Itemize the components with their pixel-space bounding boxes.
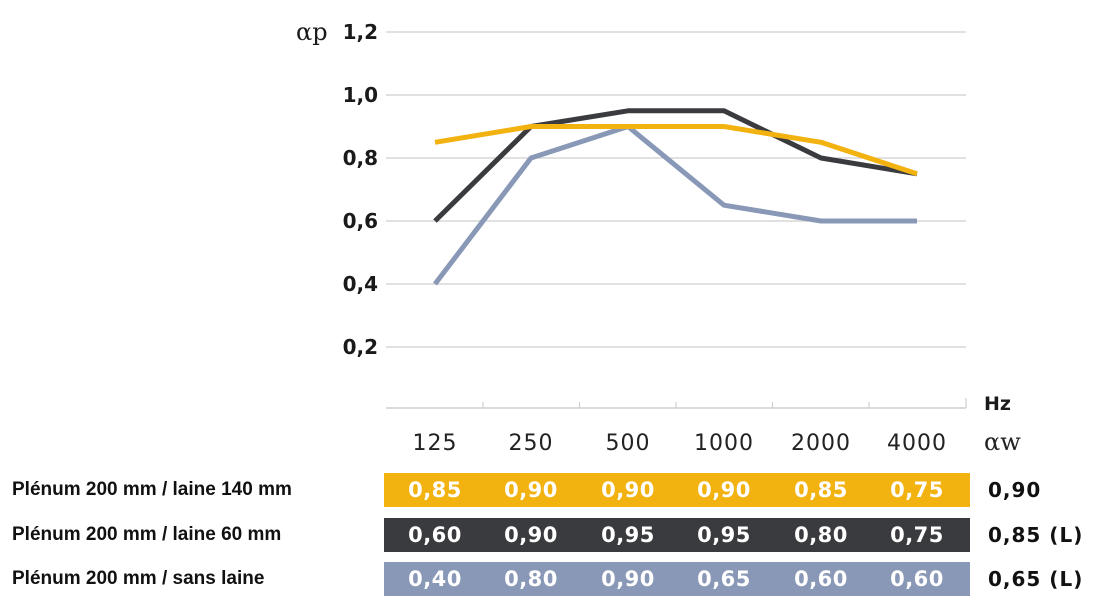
value-cell: 0,90 bbox=[697, 478, 751, 502]
value-cell: 0,60 bbox=[890, 567, 944, 591]
series-line-3 bbox=[433, 124, 917, 286]
y-axis-label: αp bbox=[296, 18, 328, 46]
aw-header: αw bbox=[984, 428, 1021, 456]
frequency-label: 250 bbox=[509, 431, 554, 456]
value-cell: 0,80 bbox=[794, 523, 848, 547]
value-cell: 0,85 bbox=[794, 478, 848, 502]
value-cell: 0,95 bbox=[601, 523, 655, 547]
aw-value: 0,65 (L) bbox=[988, 567, 1084, 591]
frequency-label: 4000 bbox=[887, 431, 947, 456]
value-cell: 0,75 bbox=[890, 478, 944, 502]
y-tick-label: 0,2 bbox=[343, 335, 378, 359]
series-lines bbox=[433, 108, 918, 286]
series-line-2 bbox=[433, 108, 918, 223]
value-cell: 0,80 bbox=[504, 567, 558, 591]
frequency-label: 1000 bbox=[694, 431, 754, 456]
x-axis-label: Hz bbox=[984, 393, 1011, 415]
series-name: Plénum 200 mm / laine 140 mm bbox=[12, 479, 292, 500]
value-cell: 0,60 bbox=[794, 567, 848, 591]
aw-value: 0,85 (L) bbox=[988, 523, 1084, 547]
y-tick-label: 1,2 bbox=[343, 20, 378, 44]
x-tick-marks bbox=[482, 398, 967, 408]
series-line-1 bbox=[434, 124, 918, 177]
value-cell: 0,85 bbox=[408, 478, 462, 502]
table-row: Plénum 200 mm / sans laine 0,40 0,80 0,90 0,… bbox=[0, 562, 1097, 596]
value-cell: 0,90 bbox=[601, 478, 655, 502]
value-cell: 0,90 bbox=[601, 567, 655, 591]
value-band: 0,40 0,80 0,90 0,65 0,60 0,60 bbox=[384, 562, 970, 596]
aw-value: 0,90 bbox=[988, 478, 1042, 502]
value-band: 0,85 0,90 0,90 0,90 0,85 0,75 bbox=[384, 473, 970, 507]
y-tick-label: 0,8 bbox=[343, 146, 378, 170]
value-cell: 0,90 bbox=[504, 478, 558, 502]
value-band: 0,60 0,90 0,95 0,95 0,80 0,75 bbox=[384, 518, 970, 552]
value-cell: 0,95 bbox=[697, 523, 751, 547]
value-cell: 0,65 bbox=[697, 567, 751, 591]
frequency-label: 500 bbox=[606, 431, 651, 456]
series-name: Plénum 200 mm / laine 60 mm bbox=[12, 524, 282, 545]
value-cell: 0,40 bbox=[408, 567, 462, 591]
table-row: Plénum 200 mm / laine 140 mm 0,85 0,90 0,90… bbox=[0, 473, 1097, 507]
frequency-label: 2000 bbox=[791, 431, 851, 456]
y-tick-labels: 0,2 0,4 0,6 0,8 1,0 1,2 bbox=[343, 20, 378, 359]
y-tick-label: 0,4 bbox=[343, 272, 378, 296]
value-cell: 0,90 bbox=[504, 523, 558, 547]
y-tick-label: 0,6 bbox=[343, 209, 378, 233]
grid-lines bbox=[386, 31, 966, 348]
frequency-label: 125 bbox=[413, 431, 458, 456]
y-tick-label: 1,0 bbox=[343, 83, 378, 107]
table-row: Plénum 200 mm / laine 60 mm 0,60 0,90 0,95 0… bbox=[0, 518, 1097, 552]
value-cell: 0,75 bbox=[890, 523, 944, 547]
frequency-labels: 125 250 500 1000 2000 4000 bbox=[413, 431, 947, 456]
value-cell: 0,60 bbox=[408, 523, 462, 547]
series-name: Plénum 200 mm / sans laine bbox=[12, 568, 265, 589]
